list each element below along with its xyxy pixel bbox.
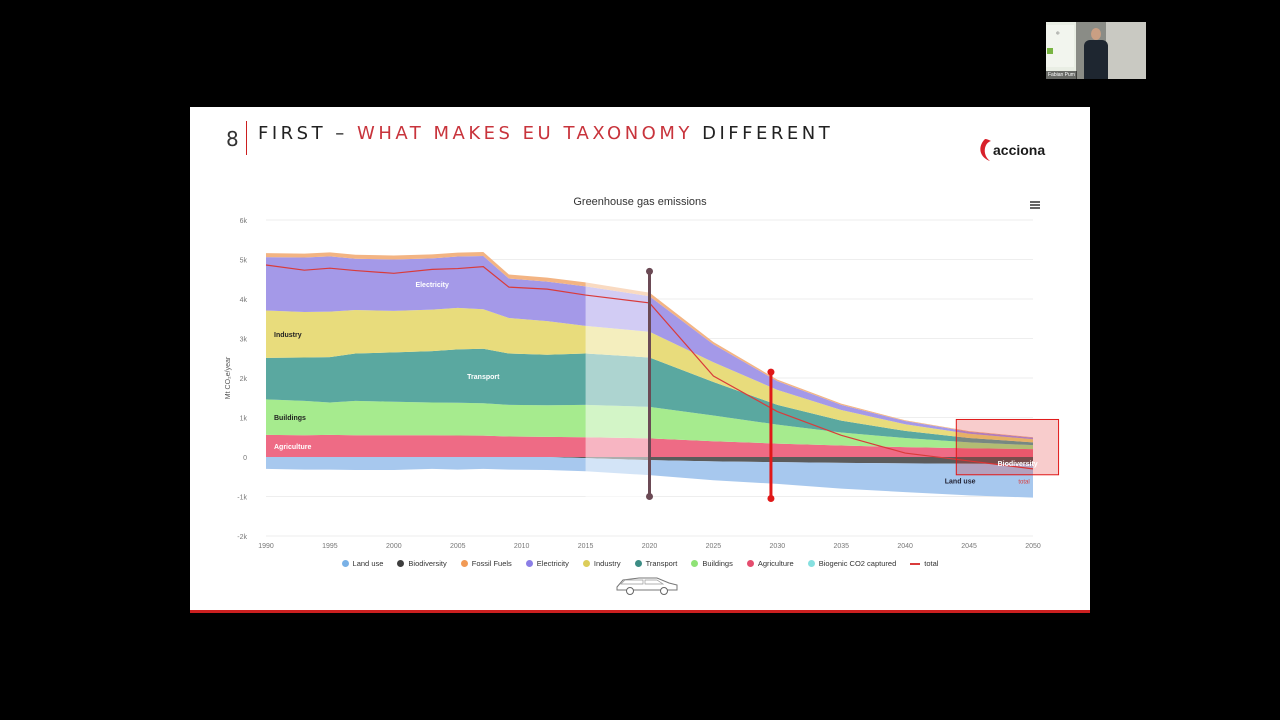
- legend-label: Biodiversity: [408, 559, 447, 568]
- legend-swatch: [525, 560, 533, 567]
- y-tick-label: 5k: [240, 258, 248, 265]
- legend-label: Fossil Fuels: [471, 559, 512, 568]
- car-icon: [616, 577, 678, 595]
- y-tick-label: 6k: [240, 218, 248, 225]
- legend-swatch: [807, 560, 815, 567]
- y-tick-label: 2k: [240, 376, 248, 383]
- y-tick-label: 1k: [240, 416, 248, 423]
- area-label: Agriculture: [274, 444, 311, 451]
- area-series-biodiversity: [266, 457, 1033, 465]
- speaker-head: [1091, 28, 1101, 40]
- slide-title-part: FIRST –: [258, 123, 358, 144]
- ghg-emissions-chart: -2k -1k 0 1k 2k 3k 4k 5k 6k 1990 1995 2000 2005 2010 2…: [225, 218, 1060, 550]
- total-line: [265, 264, 1034, 470]
- area-label: Industry: [274, 332, 302, 339]
- area-label: Transport: [467, 374, 500, 381]
- acciona-leaf-icon: [980, 139, 991, 161]
- y-tick-label: 3k: [240, 337, 248, 344]
- legend-swatch: [746, 560, 754, 567]
- legend-item[interactable]: Transport: [634, 559, 678, 568]
- legend-swatch: [341, 560, 349, 567]
- marker-dot: [767, 368, 775, 376]
- x-tick-label: 2020: [642, 543, 658, 550]
- legend-item[interactable]: Agriculture: [746, 559, 794, 568]
- x-tick-label: 2030: [770, 543, 786, 550]
- legend-swatch: [582, 560, 590, 567]
- legend-label: total: [924, 559, 939, 568]
- y-axis-label: Mt CO₂e/year: [225, 356, 232, 399]
- legend-swatch: [397, 560, 405, 567]
- legend-label: Electricity: [536, 559, 569, 568]
- brand-name: acciona: [993, 142, 1046, 158]
- area-series-land-use: [266, 457, 1033, 498]
- y-tick-label: -1k: [237, 495, 247, 502]
- legend-label: Buildings: [702, 559, 733, 568]
- slide-title-part: DIFFERENT: [692, 123, 834, 144]
- legend-item[interactable]: Biogenic CO2 captured: [807, 559, 897, 568]
- total-label: total: [1018, 480, 1029, 486]
- y-tick-label: 0: [243, 455, 247, 462]
- x-tick-label: 2010: [514, 543, 530, 550]
- legend-swatch: [634, 560, 642, 567]
- x-tick-label: 2035: [833, 543, 849, 550]
- speaker-name: Fabian Pum: [1046, 71, 1077, 79]
- x-tick-label: 1990: [258, 543, 274, 550]
- area-label: Buildings: [274, 415, 306, 422]
- y-tick-label: -2k: [237, 534, 247, 541]
- legend-label: Land use: [352, 559, 384, 568]
- marker-dot: [646, 267, 653, 275]
- brand-logo: acciona: [978, 137, 1045, 163]
- area-series-industry: [266, 307, 1033, 443]
- speaker-video-thumbnail[interactable]: ◎ Fabian Pum: [1046, 22, 1146, 79]
- chart-menu-icon[interactable]: [1030, 201, 1040, 209]
- legend-item[interactable]: Industry: [582, 559, 621, 568]
- speaker-figure: [1082, 28, 1110, 79]
- legend-swatch: [460, 560, 468, 567]
- speaker-body: [1084, 40, 1108, 79]
- legend-label: Industry: [593, 559, 621, 568]
- land-use-label: Land use: [945, 479, 976, 486]
- x-tick-label: 2015: [578, 543, 594, 550]
- x-tick-label: 2005: [450, 543, 466, 550]
- biodiversity-label: Biodiversity: [998, 461, 1038, 468]
- legend-item[interactable]: Biodiversity: [397, 559, 447, 568]
- mini-slide-preview: ◎: [1046, 25, 1074, 67]
- highlight-box: [955, 418, 1060, 476]
- legend-item[interactable]: Electricity: [525, 559, 569, 568]
- highlight-band: [585, 280, 650, 501]
- slide-title-highlight: WHAT MAKES EU TAXONOMY: [357, 123, 693, 144]
- legend-item[interactable]: total: [910, 559, 938, 568]
- legend-label: Agriculture: [757, 559, 794, 568]
- presentation-slide: 8 FIRST – WHAT MAKES EU TAXONOMY DIFFERE…: [190, 107, 1090, 613]
- legend-swatch: [691, 560, 699, 567]
- slide-title: FIRST – WHAT MAKES EU TAXONOMY DIFFERENT: [258, 123, 833, 144]
- marker-dot: [646, 493, 653, 500]
- mini-green-block: [1047, 48, 1053, 54]
- y-tick-label: 4k: [240, 297, 248, 304]
- marker-dot: [767, 494, 775, 502]
- chart-legend: Land use Biodiversity Fossil Fuels Electric…: [190, 559, 1090, 568]
- slide-title-divider: [246, 121, 247, 155]
- x-tick-label: 2045: [961, 543, 977, 550]
- x-tick-label: 2025: [706, 543, 722, 550]
- x-tick-label: 2040: [897, 543, 913, 550]
- legend-swatch: [910, 562, 921, 565]
- legend-item[interactable]: Land use: [341, 559, 384, 568]
- legend-item[interactable]: Fossil Fuels: [460, 559, 512, 568]
- area-label: Electricity: [415, 282, 449, 289]
- x-tick-label: 2000: [386, 543, 402, 550]
- x-tick-label: 1995: [322, 543, 338, 550]
- legend-item[interactable]: Buildings: [691, 559, 733, 568]
- legend-label: Biogenic CO2 captured: [818, 559, 897, 568]
- area-series-electricity: [266, 255, 1033, 440]
- mini-logo: ◎: [1056, 30, 1060, 35]
- x-tick-label: 2050: [1025, 543, 1041, 550]
- slide-number: 8: [226, 127, 239, 151]
- chart-title: Greenhouse gas emissions: [573, 196, 707, 208]
- legend-label: Transport: [645, 559, 678, 568]
